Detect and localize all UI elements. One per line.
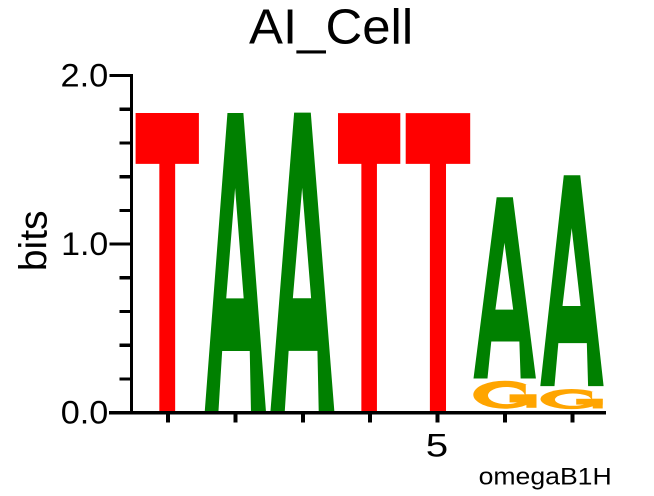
svg-text:bits: bits (13, 210, 56, 271)
svg-text:1.0: 1.0 (61, 226, 108, 262)
svg-text:omegaB1H: omegaB1H (479, 464, 612, 491)
svg-text:AI_Cell: AI_Cell (249, 0, 413, 54)
svg-text:0.0: 0.0 (61, 396, 109, 432)
svg-text:5: 5 (426, 427, 448, 463)
svg-text:2.0: 2.0 (60, 59, 108, 95)
